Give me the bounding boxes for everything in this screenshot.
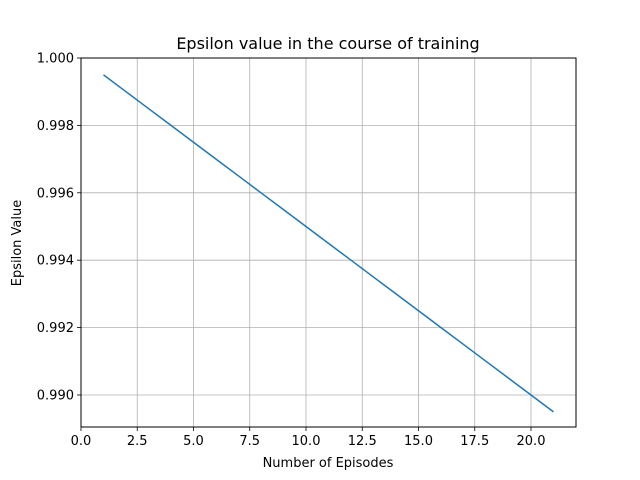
x-axis-label: Number of Episodes [263, 456, 394, 471]
y-tick-label: 0.994 [37, 254, 74, 269]
x-tick-label: 0.0 [71, 434, 92, 449]
y-axis-ticks: 0.990 0.992 0.994 0.996 0.998 1.000 [37, 52, 81, 403]
chart-title: Epsilon value in the course of training [176, 34, 479, 53]
x-tick-label: 15.0 [404, 434, 433, 449]
y-tick-label: 0.996 [37, 186, 74, 201]
series-layer [103, 74, 554, 413]
x-tick-label: 12.5 [348, 434, 377, 449]
x-tick-label: 20.0 [517, 434, 546, 449]
x-tick-label: 7.5 [239, 434, 260, 449]
x-tick-label: 17.5 [460, 434, 489, 449]
grid [80, 57, 576, 427]
y-tick-label: 0.990 [37, 388, 74, 403]
y-tick-label: 1.000 [37, 52, 74, 67]
y-tick-label: 0.998 [37, 119, 74, 134]
y-tick-label: 0.992 [37, 321, 74, 336]
x-tick-label: 2.5 [127, 434, 148, 449]
x-tick-label: 10.0 [292, 434, 321, 449]
plot-frame [80, 57, 577, 428]
x-axis-ticks: 0.0 2.5 5.0 7.5 10.0 12.5 15.0 17.5 20.0 [71, 427, 546, 449]
y-axis-label: Epsilon Value [10, 200, 25, 287]
x-tick-label: 5.0 [183, 434, 204, 449]
series-line [103, 74, 554, 413]
